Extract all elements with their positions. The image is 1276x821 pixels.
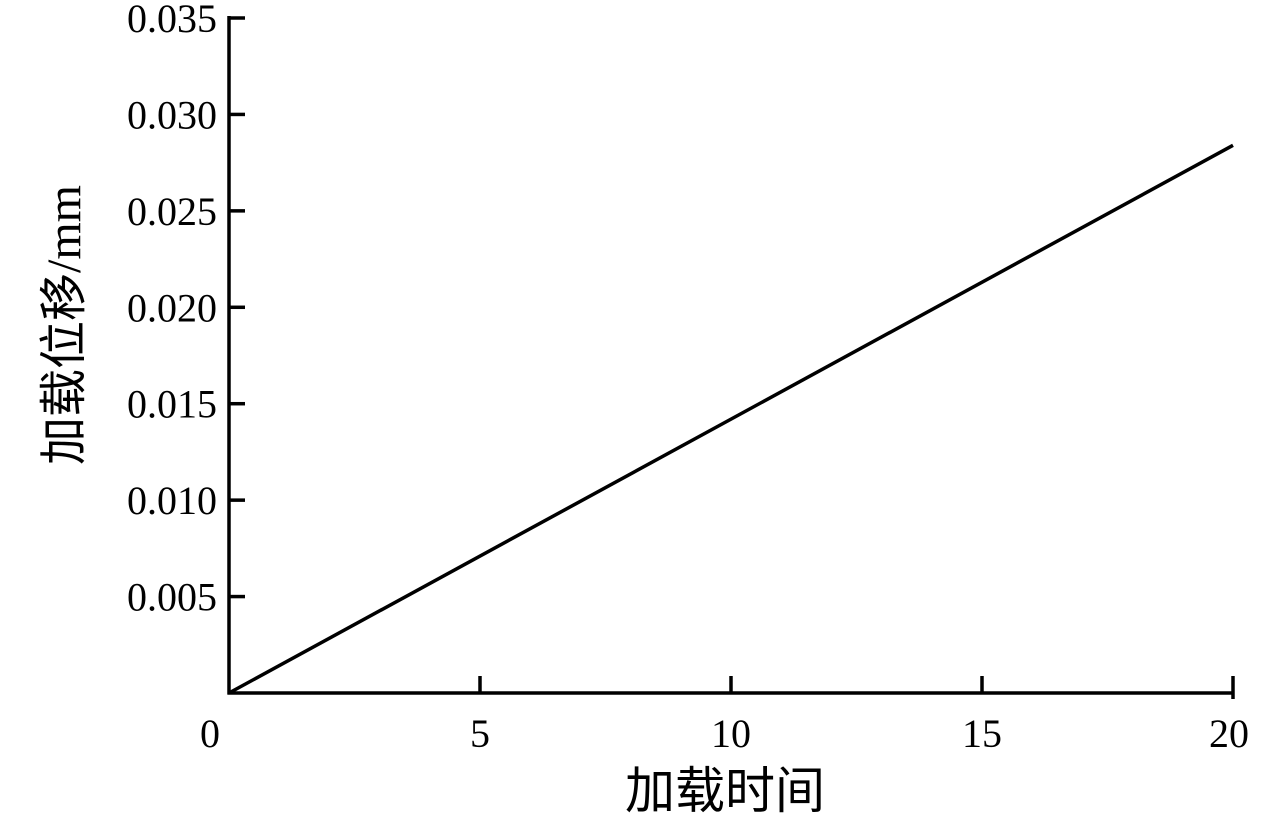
y-tick-label: 0.020 xyxy=(127,285,217,330)
y-tick-label: 0.015 xyxy=(127,382,217,427)
x-tick-label: 10 xyxy=(711,711,751,756)
x-tick-label: 20 xyxy=(1209,711,1249,756)
y-tick-label: 0.035 xyxy=(127,0,217,41)
y-axis-label: 加载位移/mm xyxy=(38,185,91,465)
x-tick-label: 15 xyxy=(962,711,1002,756)
x-tick-label: 0 xyxy=(200,711,220,756)
x-tick-label: 5 xyxy=(470,711,490,756)
y-tick-label: 0.030 xyxy=(127,92,217,137)
y-tick-label: 0.010 xyxy=(127,478,217,523)
x-axis-label: 加载时间 xyxy=(625,763,825,819)
series-line xyxy=(228,143,1234,695)
y-tick-label: 0.005 xyxy=(127,575,217,620)
y-tick-label: 0.025 xyxy=(127,189,217,234)
